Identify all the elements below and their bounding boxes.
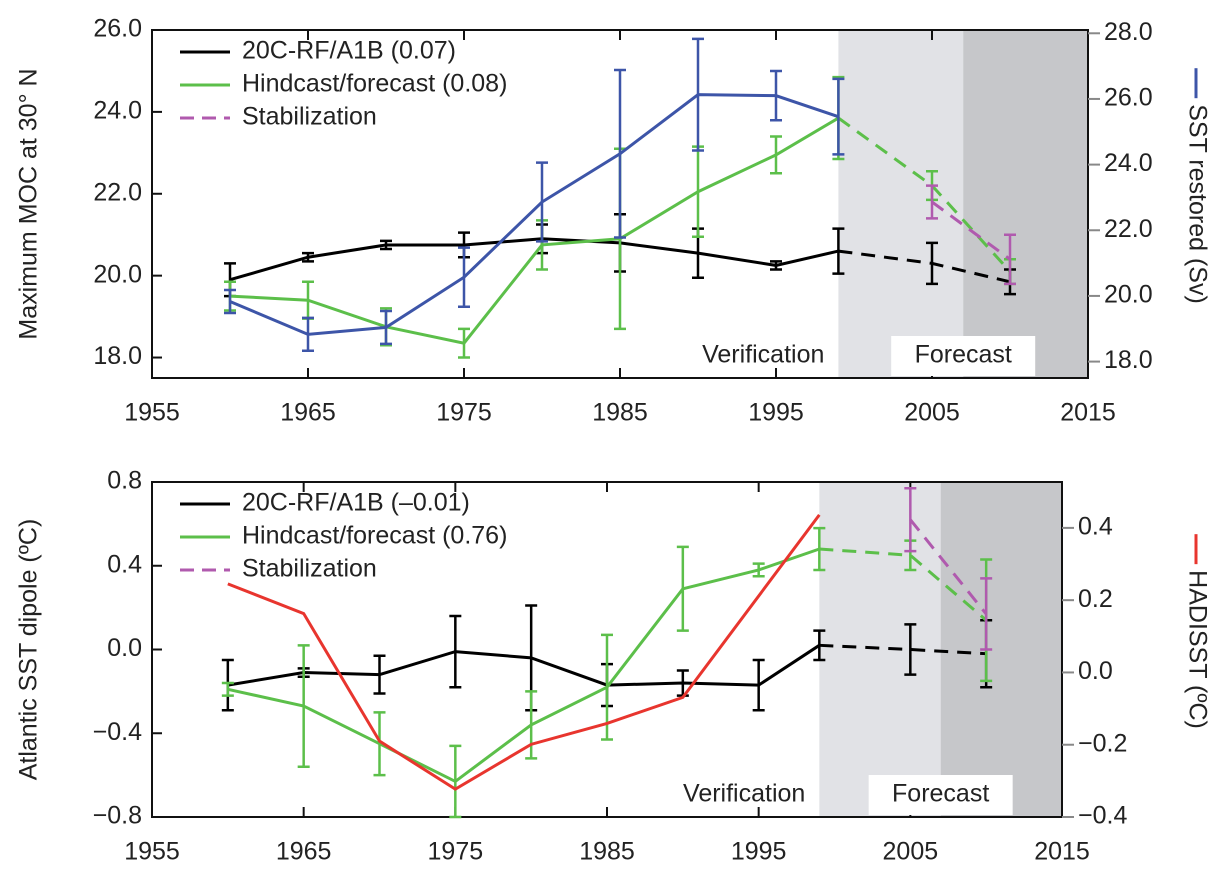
y-tick-label: 22.0 — [93, 178, 142, 206]
x-tick-label: 1965 — [276, 838, 332, 866]
error-bar — [1004, 233, 1016, 286]
y2-tick-label: 26.0 — [1104, 84, 1153, 112]
x-tick-label: 1965 — [280, 399, 336, 427]
error-bar — [525, 690, 538, 760]
error-bar — [449, 614, 462, 689]
legend-label: 20C-RF/A1B (–0.01) — [242, 489, 470, 517]
error-bar — [302, 316, 314, 353]
annotation-box — [891, 336, 1036, 376]
y-tick-label: 24.0 — [93, 96, 142, 124]
x-tick-label: 2015 — [1060, 399, 1116, 427]
error-bar — [449, 744, 462, 819]
y2-tick-label: 0.0 — [1078, 657, 1113, 685]
error-bar — [676, 545, 689, 632]
x-tick-label: 1975 — [436, 399, 492, 427]
error-bar — [770, 260, 782, 271]
series-line — [227, 547, 820, 784]
x-tick-label: 2005 — [904, 399, 960, 427]
error-bar — [926, 184, 938, 220]
y-tick-label: 26.0 — [93, 15, 142, 43]
error-bar — [832, 227, 845, 275]
error-bar — [302, 251, 314, 263]
y-tick-label: 20.0 — [93, 260, 142, 288]
error-bar — [458, 327, 470, 359]
series-line — [229, 237, 839, 282]
x-tick-label: 1975 — [428, 838, 484, 866]
legend-label: Stabilization — [242, 555, 377, 583]
series-line — [931, 200, 1011, 261]
error-bar — [692, 145, 704, 239]
x-tick-label: 2005 — [883, 838, 939, 866]
error-bar — [692, 37, 704, 152]
legend-label: Stabilization — [242, 103, 377, 131]
error-bar — [832, 77, 845, 156]
x-tick-label: 1995 — [748, 399, 804, 427]
error-bar — [373, 711, 386, 777]
y-tick-label: 0.8 — [107, 467, 142, 495]
legend-label: Hindcast/forecast (0.08) — [242, 70, 507, 98]
error-bar — [458, 246, 470, 309]
y2-tick-label: 24.0 — [1104, 149, 1153, 177]
y-tick-label: −0.4 — [93, 718, 142, 746]
y-tick-label: 18.0 — [93, 342, 142, 370]
y2-axis-title: SST restored (Sv) — [1183, 104, 1211, 304]
error-bar — [380, 309, 392, 346]
series-line — [819, 643, 987, 656]
y2-tick-label: 0.2 — [1078, 585, 1113, 613]
x-tick-label: 1955 — [124, 838, 180, 866]
error-bar — [813, 526, 826, 572]
y2-tick-label: 28.0 — [1104, 18, 1153, 46]
series-line — [229, 116, 840, 345]
legend-label: Hindcast/forecast (0.76) — [242, 522, 507, 550]
error-bar — [224, 288, 236, 315]
series-line — [227, 644, 821, 687]
error-bar — [614, 68, 626, 239]
annotation: Verification — [702, 341, 824, 369]
shaded-span — [940, 482, 1062, 817]
y-tick-label: −0.8 — [93, 802, 142, 830]
error-bar — [297, 644, 310, 768]
annotation: Forecast — [915, 341, 1012, 369]
y2-tick-label: 22.0 — [1104, 215, 1153, 243]
series-line — [819, 547, 988, 622]
x-tick-label: 1955 — [124, 399, 180, 427]
y-axis-title: Atlantic SST dipole (ºC) — [15, 519, 43, 781]
y-axis-title: Maximum MOC at 30° N — [15, 68, 43, 339]
x-tick-label: 1985 — [579, 838, 635, 866]
shaded-span — [838, 30, 964, 378]
error-bar — [221, 681, 234, 697]
y-tick-label: 0.4 — [107, 550, 142, 578]
annotation: Verification — [683, 780, 805, 808]
error-bar — [770, 69, 782, 122]
shaded-span — [963, 30, 1088, 378]
error-bar — [752, 658, 765, 712]
error-bar — [373, 654, 386, 695]
x-tick-label: 2015 — [1034, 838, 1090, 866]
error-bar — [904, 623, 917, 676]
series-line — [229, 93, 839, 336]
y-tick-label: 0.0 — [107, 634, 142, 662]
error-bar — [752, 562, 765, 578]
y2-tick-label: −0.2 — [1078, 729, 1127, 757]
error-bar — [980, 577, 993, 651]
y2-axis-title: HADISST (ºC) — [1183, 570, 1211, 729]
error-bar — [770, 135, 782, 175]
y2-tick-label: 0.4 — [1078, 513, 1113, 541]
series-line — [909, 518, 988, 615]
series-line — [227, 513, 821, 791]
error-bar — [904, 487, 917, 553]
legend-label: 20C-RF/A1B (0.07) — [242, 37, 456, 65]
error-bar — [380, 239, 392, 251]
annotation-box — [868, 775, 1013, 815]
error-bar — [536, 161, 548, 243]
y2-tick-label: −0.4 — [1078, 802, 1127, 830]
y2-tick-label: 18.0 — [1104, 346, 1153, 374]
error-bar — [813, 629, 826, 662]
error-bar — [926, 241, 938, 286]
x-tick-label: 1995 — [731, 838, 787, 866]
y2-tick-label: 20.0 — [1104, 281, 1153, 309]
annotation: Forecast — [892, 780, 989, 808]
x-tick-label: 1985 — [592, 399, 648, 427]
